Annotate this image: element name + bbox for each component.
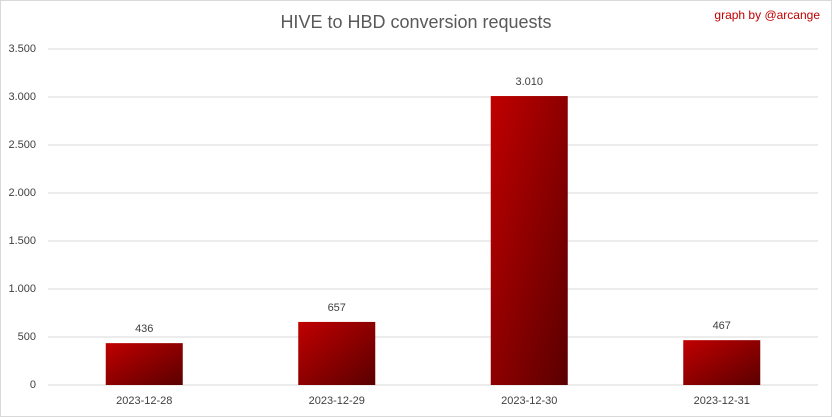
bar [683, 340, 761, 385]
annotation: graph by @arcange [714, 8, 820, 22]
chart-title: HIVE to HBD conversion requests [280, 12, 551, 32]
y-tick-label: 1.500 [8, 235, 36, 247]
y-tick-label: 3.500 [8, 43, 36, 55]
x-tick-label: 2023-12-31 [694, 395, 750, 407]
value-label: 657 [328, 302, 346, 314]
value-label: 436 [135, 323, 153, 335]
y-tick-label: 2.500 [8, 139, 36, 151]
y-tick-label: 0 [30, 379, 36, 391]
x-tick-label: 2023-12-29 [309, 395, 365, 407]
bar [105, 343, 183, 385]
value-label: 467 [713, 320, 731, 332]
x-tick-label: 2023-12-28 [116, 395, 172, 407]
value-label: 3.010 [515, 76, 543, 88]
bar [298, 321, 376, 385]
x-tick-label: 2023-12-30 [501, 395, 557, 407]
y-tick-label: 2.000 [8, 187, 36, 199]
y-tick-label: 3.000 [8, 91, 36, 103]
y-tick-label: 500 [18, 331, 36, 343]
y-tick-label: 1.000 [8, 283, 36, 295]
bar [490, 96, 568, 385]
